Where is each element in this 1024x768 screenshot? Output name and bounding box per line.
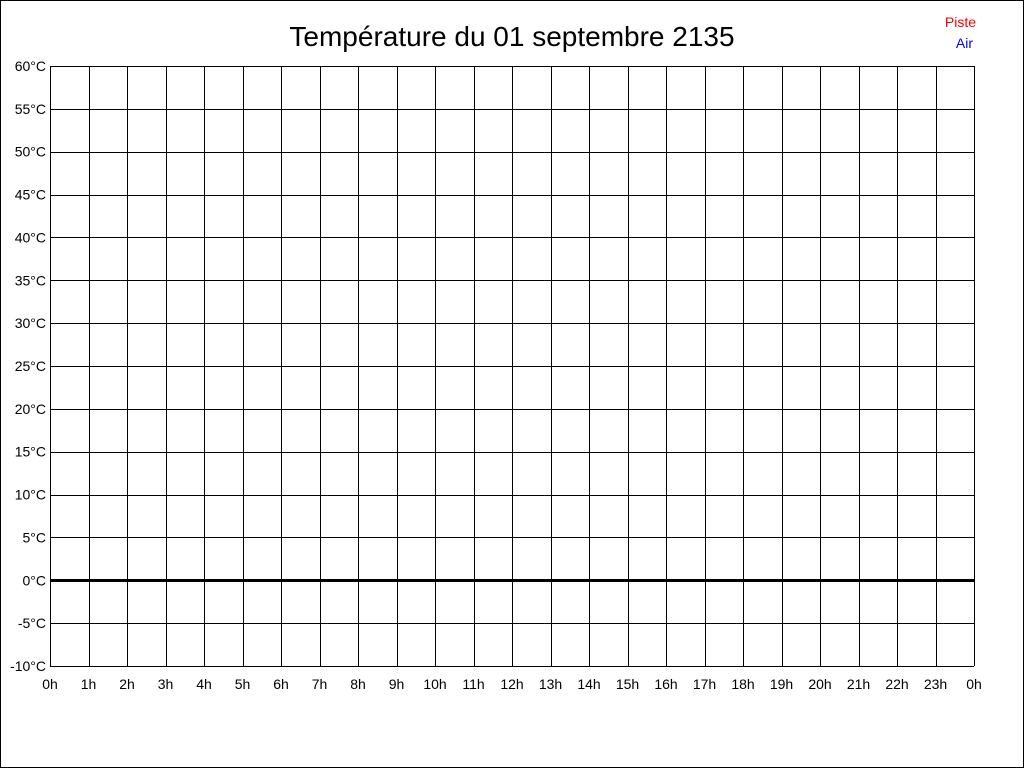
y-tick-label: 40°C: [15, 229, 46, 245]
x-tick-label: 17h: [693, 676, 716, 692]
x-tick-label: 10h: [423, 676, 446, 692]
x-tick-label: 22h: [885, 676, 908, 692]
y-tick-label: -5°C: [18, 615, 46, 631]
x-tick-label: 15h: [616, 676, 639, 692]
legend-air: Air: [956, 35, 973, 51]
y-tick-label: 30°C: [15, 315, 46, 331]
x-tick-label: 2h: [119, 676, 135, 692]
legend-piste: Piste: [945, 14, 976, 30]
y-tick-label: 5°C: [23, 529, 47, 545]
x-tick-label: 0h: [42, 676, 58, 692]
x-tick-label: 7h: [312, 676, 328, 692]
y-tick-label: 25°C: [15, 358, 46, 374]
x-tick-label: 13h: [539, 676, 562, 692]
y-tick-label: 35°C: [15, 272, 46, 288]
y-tick-label: 0°C: [23, 572, 47, 588]
x-tick-label: 6h: [273, 676, 289, 692]
chart-title: Température du 01 septembre 2135: [289, 21, 734, 52]
y-tick-label: 20°C: [15, 401, 46, 417]
x-tick-label: 8h: [350, 676, 366, 692]
x-tick-label: 1h: [81, 676, 97, 692]
y-tick-label: 60°C: [15, 58, 46, 74]
x-tick-label: 23h: [924, 676, 947, 692]
y-tick-label: -10°C: [10, 658, 46, 674]
x-tick-label: 16h: [654, 676, 677, 692]
x-tick-label: 9h: [389, 676, 405, 692]
x-tick-label: 4h: [196, 676, 212, 692]
y-tick-label: 55°C: [15, 101, 46, 117]
x-tick-label: 20h: [808, 676, 831, 692]
x-tick-label: 3h: [158, 676, 174, 692]
x-tick-label: 21h: [847, 676, 870, 692]
x-tick-label: 0h: [966, 676, 982, 692]
y-tick-label: 50°C: [15, 144, 46, 160]
x-tick-label: 5h: [235, 676, 251, 692]
y-tick-label: 45°C: [15, 187, 46, 203]
x-tick-label: 11h: [462, 676, 484, 692]
y-tick-label: 10°C: [15, 487, 46, 503]
y-tick-label: 15°C: [15, 444, 46, 460]
x-tick-label: 18h: [731, 676, 754, 692]
x-tick-label: 12h: [500, 676, 523, 692]
x-tick-label: 14h: [577, 676, 600, 692]
x-tick-label: 19h: [770, 676, 793, 692]
